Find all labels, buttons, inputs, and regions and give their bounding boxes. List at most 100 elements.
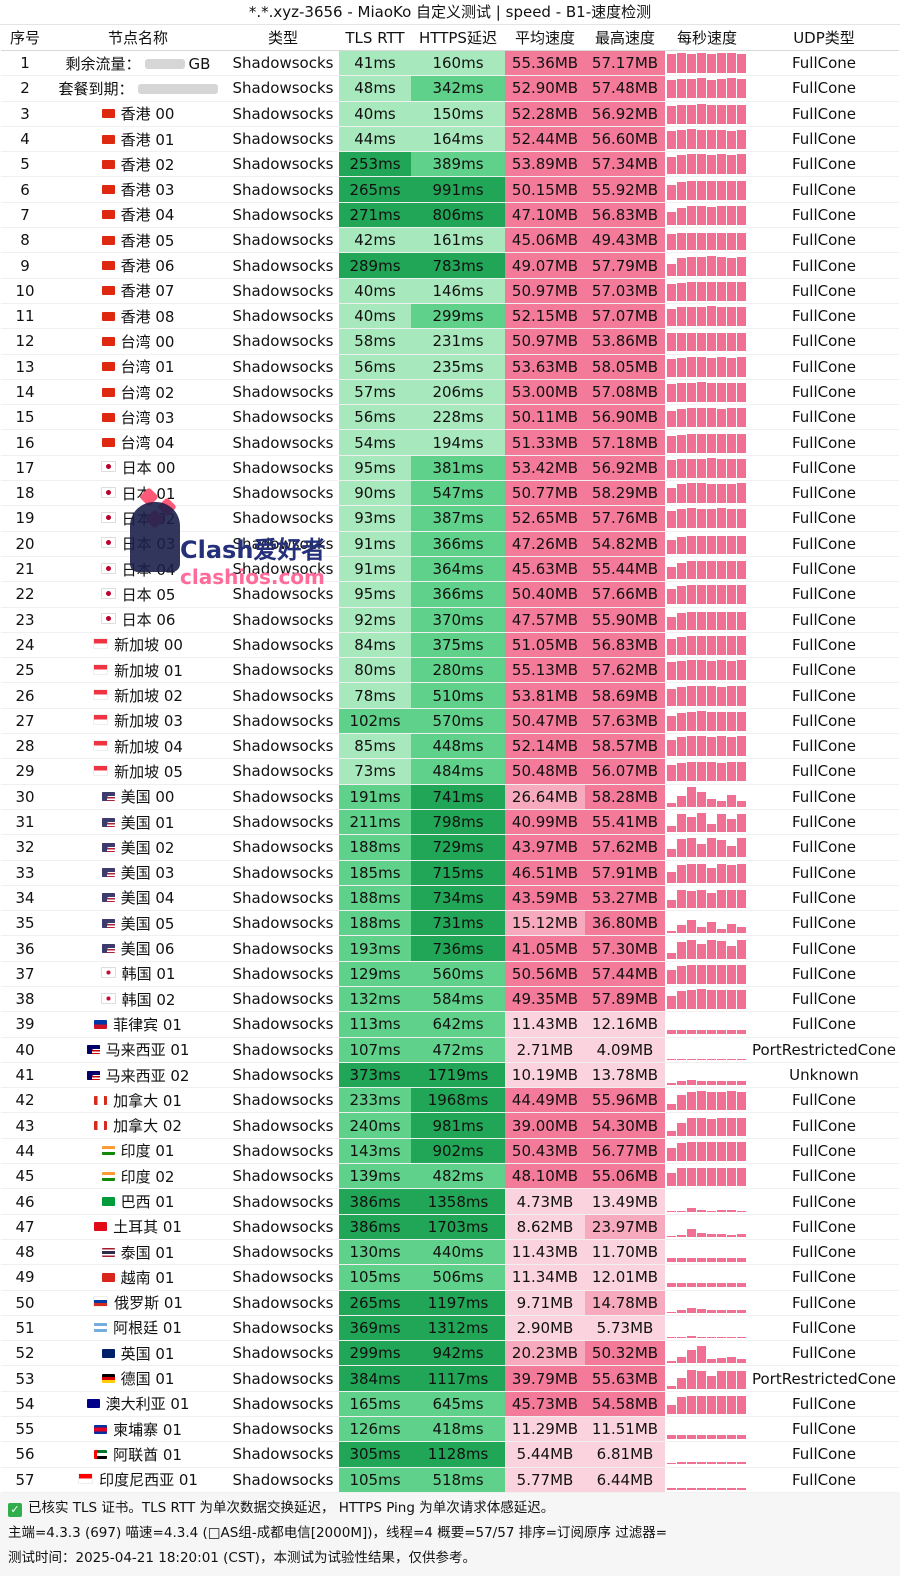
udp-type: PortRestrictedCone [749,1037,899,1063]
sparkline-bar [667,1463,676,1465]
header-node-name[interactable]: 节点名称 [49,25,227,51]
tls-rtt: 265ms [339,176,411,203]
node-name: 澳大利亚 01 [105,1395,190,1414]
row-index: 4 [1,126,49,153]
sparkline-bar [697,791,706,807]
sparkline-bar [677,1357,686,1364]
max-speed: 57.07MB [585,303,665,330]
sparkline-bar [707,1336,716,1338]
https-latency: 1128ms [411,1441,505,1468]
sparkline-bar [677,104,686,124]
header-max-speed[interactable]: 最高速度 [585,25,665,51]
node-name-cell: 台湾 03 [49,404,227,431]
row-index: 49 [1,1264,49,1291]
sparkline-bar [687,786,696,807]
sparkline-bar [667,1311,676,1313]
flag-us-icon [101,868,115,878]
header-tls-rtt[interactable]: TLS RTT [339,25,411,51]
udp-type: FullCone [749,1239,899,1266]
sparkline-bar [697,180,706,200]
max-speed: 57.79MB [585,252,665,279]
speed-sparkline [667,103,747,125]
sparkline-bar [717,1141,726,1161]
sparkline-bar [677,282,686,301]
row-index: 51 [1,1315,49,1342]
https-latency: 981ms [411,1112,505,1139]
header-type[interactable]: 类型 [227,25,339,51]
header-index[interactable]: 序号 [1,25,49,51]
sparkline-bar [667,1361,676,1364]
udp-type: FullCone [749,227,899,254]
node-name-cell: 美国 00 [49,784,227,810]
speed-sparkline [667,1064,747,1086]
sparkline-bar [727,711,736,731]
sparkline-bar [677,509,686,529]
per-second-speed [665,278,749,304]
header-https-latency[interactable]: HTTPS延迟 [411,25,505,51]
sparkline-bar [667,1336,676,1338]
node-name: 美国 05 [120,914,175,933]
sparkline-bar [667,263,676,276]
tls-rtt: 132ms [339,986,411,1013]
node-name: 新加坡 02 [114,687,183,706]
sparkline-bar [687,711,696,731]
speed-test-table: 序号 节点名称 类型 TLS RTT HTTPS延迟 平均速度 最高速度 每秒速… [1,25,899,1493]
sparkline-bar [737,1359,746,1364]
flag-jp-icon [100,461,116,473]
flag-sg-icon [93,663,109,675]
sparkline-bar [697,660,706,681]
sparkline-bar [707,255,716,276]
flag-cn-icon [101,336,115,346]
sparkline-bar [697,1346,706,1364]
per-second-speed [665,50,749,77]
per-second-speed [665,860,749,886]
max-speed: 13.78MB [585,1062,665,1089]
sparkline-bar [717,800,726,807]
max-speed: 53.27MB [585,885,665,912]
udp-type: FullCone [749,531,899,557]
header-per-second-speed[interactable]: 每秒速度 [665,25,749,51]
node-name-cell: 菲律宾 01 [49,1011,227,1038]
sparkline-bar [727,611,736,630]
node-name: 印度 01 [120,1142,175,1161]
sparkline-bar [677,1283,686,1288]
sparkline-bar [697,1308,706,1313]
speed-sparkline [667,280,747,302]
sparkline-bar [687,1080,696,1086]
header-avg-speed[interactable]: 平均速度 [505,25,585,51]
speed-sparkline [667,356,747,378]
per-second-speed [665,935,749,962]
proxy-type: Shadowsocks [227,1467,339,1493]
sparkline-bar [737,1462,746,1465]
row-index: 40 [1,1037,49,1063]
per-second-speed [665,252,749,279]
sparkline-bar [707,990,716,1010]
per-second-speed [665,126,749,153]
speed-sparkline [667,1393,747,1415]
sparkline-bar [677,536,686,554]
header-udp-type[interactable]: UDP类型 [749,25,899,51]
sparkline-bar [697,611,706,630]
sparkline-bar [697,1370,706,1389]
per-second-speed [665,455,749,482]
proxy-type: Shadowsocks [227,632,339,659]
sparkline-bar [667,715,676,731]
sparkline-bar [707,1283,716,1288]
sparkline-bar [707,54,716,74]
flag-ru-icon [93,1296,109,1308]
table-row: 50 俄罗斯 01 Shadowsocks 265ms 1197ms 9.71MB 14.7… [1,1290,899,1316]
avg-speed: 9.71MB [505,1290,585,1316]
sparkline-bar [677,409,686,428]
speed-sparkline [667,1165,747,1187]
sparkline-bar [697,1258,706,1263]
sparkline-bar [717,130,726,150]
row-index: 31 [1,809,49,836]
table-row: 4 香港 01 Shadowsocks 44ms 164ms 52.44MB 56.60MB… [1,126,899,153]
row-index: 6 [1,176,49,203]
avg-speed: 50.15MB [505,176,585,203]
sparkline-bar [717,256,726,276]
avg-speed: 11.43MB [505,1239,585,1266]
node-name: 阿根廷 01 [113,1319,182,1338]
row-index: 3 [1,101,49,127]
sparkline-bar [667,567,676,580]
